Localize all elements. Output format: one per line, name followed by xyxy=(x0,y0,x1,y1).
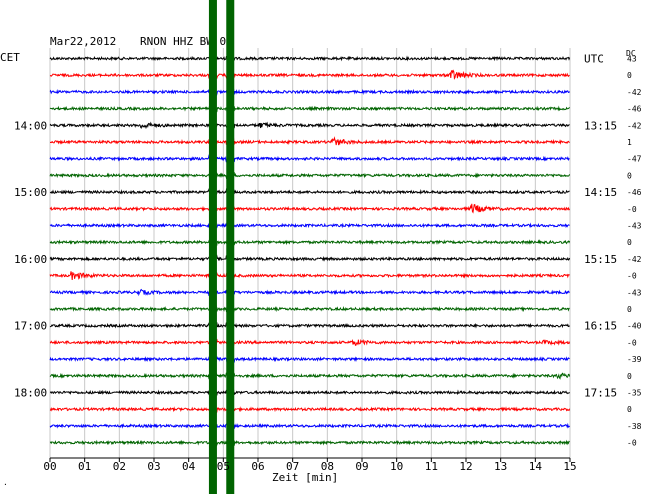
dc-value: 43 xyxy=(627,55,637,64)
x-tick-label: 10 xyxy=(390,460,403,473)
marker-line xyxy=(208,0,217,494)
right-time-label: 13:15 xyxy=(584,119,617,132)
dc-value: -42 xyxy=(627,255,642,264)
right-time-label: 14:15 xyxy=(584,186,617,199)
x-tick-label: 07 xyxy=(286,460,299,473)
trace-row-14 xyxy=(49,288,570,297)
x-tick-label: 04 xyxy=(182,460,196,473)
x-tick-label: 15 xyxy=(563,460,576,473)
trace-row-23 xyxy=(49,439,570,447)
trace-row-13 xyxy=(49,270,570,280)
x-axis-label: Zeit [min] xyxy=(272,471,338,484)
right-time-label: 16:15 xyxy=(584,320,617,333)
dc-value: 0 xyxy=(627,238,632,247)
trace-row-20 xyxy=(49,388,570,397)
left-time-label: 16:00 xyxy=(14,253,47,266)
dc-value: -43 xyxy=(627,222,642,231)
trace-row-16 xyxy=(49,322,570,331)
chart-station: RNON HHZ BW 01 xyxy=(140,35,233,48)
trace-row-17 xyxy=(49,338,571,348)
dc-value: -42 xyxy=(627,121,642,130)
right-time-label: 17:15 xyxy=(584,387,617,400)
dc-value: -42 xyxy=(627,88,642,97)
x-tick-label: 05 xyxy=(217,460,230,473)
trace-row-7 xyxy=(49,171,571,180)
x-tick-label: 09 xyxy=(355,460,368,473)
trace-row-9 xyxy=(49,203,571,214)
trace-row-3 xyxy=(49,104,570,114)
marker-lines xyxy=(208,0,235,494)
trace-row-1 xyxy=(49,69,570,80)
dc-value: 0 xyxy=(627,305,632,314)
dc-value: -0 xyxy=(627,272,637,281)
dc-value: -0 xyxy=(627,338,637,347)
x-tick-label: 00 xyxy=(43,460,56,473)
grid xyxy=(49,48,571,459)
x-tick-label: 02 xyxy=(113,460,126,473)
dc-value: -40 xyxy=(627,322,642,331)
x-tick-label: 13 xyxy=(494,460,507,473)
trace-row-18 xyxy=(49,355,570,365)
dc-value: -0 xyxy=(627,205,637,214)
dc-value: 0 xyxy=(627,171,632,180)
left-time-label: 18:00 xyxy=(14,387,47,400)
left-time-label: 14:00 xyxy=(14,119,47,132)
dc-value: -38 xyxy=(627,422,642,431)
marker-line xyxy=(226,0,235,494)
dc-value: 0 xyxy=(627,71,632,80)
right-time-label: UTC xyxy=(584,53,604,66)
dc-value: -39 xyxy=(627,355,642,364)
trace-row-19 xyxy=(49,371,571,381)
trace-row-6 xyxy=(49,154,570,163)
dc-value: -35 xyxy=(627,389,642,398)
trace-row-15 xyxy=(49,305,570,314)
corner-mark: . xyxy=(3,478,8,487)
trace-row-5 xyxy=(50,136,570,146)
x-ticks: 00 01 02 03 04 05 06 07 08 09 10 11 12 13 14 15 xyxy=(43,458,577,473)
x-tick-label: 12 xyxy=(459,460,472,473)
dc-value: -0 xyxy=(627,439,637,448)
x-tick-label: 14 xyxy=(529,460,543,473)
dc-value: -46 xyxy=(627,188,642,197)
time-labels: 14:00 15:00 16:00 17:00 18:00 UTC 13:15 14:15 15… xyxy=(14,53,617,400)
x-tick-label: 06 xyxy=(251,460,264,473)
x-tick-label: 08 xyxy=(321,460,334,473)
trace-row-12 xyxy=(49,254,571,264)
trace-row-2 xyxy=(49,87,570,97)
trace-row-22 xyxy=(49,421,570,431)
x-tick-label: 01 xyxy=(78,460,91,473)
dc-value: -43 xyxy=(627,288,642,297)
traces: 43 0 -42 -46 -42 1 -47 0 -46 -0 -43 0 -42 -0 -43 0 -40 -0… xyxy=(49,53,642,448)
chart-date: Mar22,2012 xyxy=(50,35,116,48)
trace-row-8 xyxy=(49,187,570,198)
trace-row-11 xyxy=(49,238,571,247)
dc-label: DC xyxy=(626,49,636,58)
dc-value: 0 xyxy=(627,405,632,414)
dc-value: 0 xyxy=(627,372,632,381)
dc-value: -46 xyxy=(627,105,642,114)
dc-value: 1 xyxy=(627,138,632,147)
trace-row-0 xyxy=(49,53,571,63)
dc-value: -47 xyxy=(627,155,642,164)
left-axis-label: CET xyxy=(0,51,20,64)
trace-row-21 xyxy=(49,405,571,414)
left-time-label: 15:00 xyxy=(14,186,47,199)
x-tick-label: 11 xyxy=(425,460,438,473)
trace-row-4 xyxy=(49,121,570,130)
right-time-label: 15:15 xyxy=(584,253,617,266)
trace-row-10 xyxy=(49,221,570,231)
x-tick-label: 03 xyxy=(147,460,160,473)
left-time-label: 17:00 xyxy=(14,320,47,333)
